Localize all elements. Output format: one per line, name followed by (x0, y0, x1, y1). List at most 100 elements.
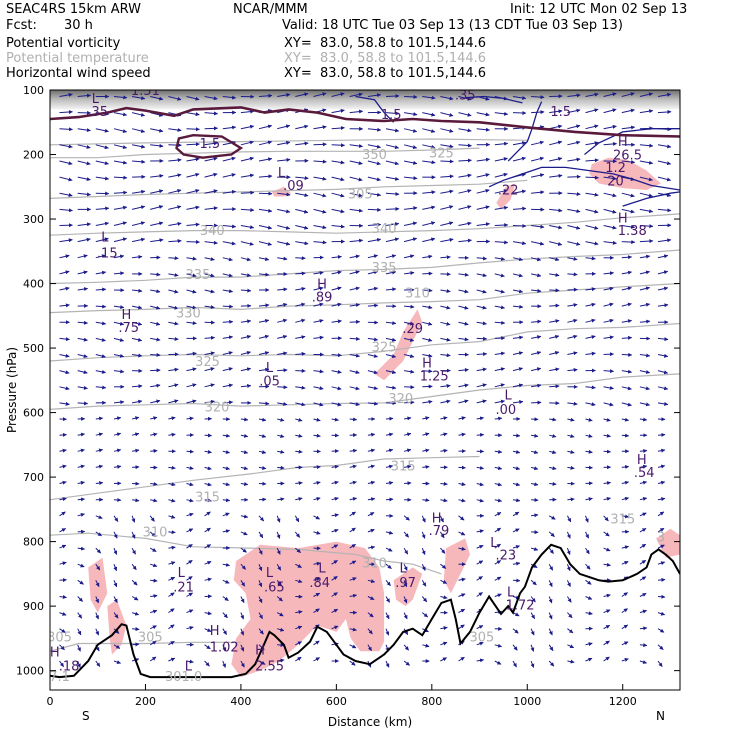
wind-vector-918 (59, 527, 66, 533)
forecast-label: Fcst: (6, 18, 37, 33)
wind-vector-578 (59, 370, 70, 375)
wind-vector-1108 (421, 612, 429, 618)
y-tick-label-500: 500 (23, 342, 44, 355)
wind-vector-191 (440, 174, 454, 179)
endpoint-right: N (656, 709, 665, 723)
wind-vector-579 (77, 370, 88, 375)
y-tick-label-300: 300 (23, 213, 44, 226)
wind-vector-1011 (512, 561, 521, 566)
wind-vector-104 (95, 144, 109, 150)
pv-region-5 (374, 309, 423, 381)
wind-vector-781 (657, 448, 666, 453)
wind-vector-199 (585, 175, 599, 180)
wind-vector-306 (59, 238, 73, 243)
theta-contour-320-3 (50, 373, 680, 410)
wind-vector-1061 (186, 592, 193, 597)
wind-vector-416 (204, 289, 215, 294)
wind-vector-72 (131, 128, 146, 133)
wind-vector-257 (404, 206, 418, 211)
wind-vector-631 (404, 385, 415, 390)
wind-vector-671 (512, 400, 524, 404)
wind-vector-192 (458, 173, 472, 178)
wind-vector-670 (494, 399, 505, 404)
wind-speed-contour-1 (488, 166, 680, 191)
wind-vector-290 (385, 222, 400, 227)
wind-vector-65 (621, 108, 635, 114)
wind-vector-1035 (331, 575, 338, 581)
wind-vector-334 (567, 241, 581, 246)
wind-vector-826 (240, 482, 249, 487)
wind-vector-831 (331, 480, 339, 485)
wind-vector-969 (367, 545, 376, 550)
wind-vector-1090 (95, 612, 99, 620)
wind-vector-634 (458, 383, 469, 388)
wind-vector-662 (349, 402, 360, 407)
wind-vector-203 (657, 176, 672, 182)
wind-vector-786 (132, 465, 140, 470)
wind-vector-810 (567, 465, 575, 470)
wind-vector-559 (331, 353, 342, 358)
wind-vector-830 (313, 480, 321, 485)
wind-vector-1093 (150, 609, 158, 614)
wind-vector-894 (240, 514, 249, 519)
wind-vector-630 (385, 385, 397, 390)
wind-vector-1031 (258, 580, 263, 588)
x-tick-label-1000: 1000 (513, 695, 541, 708)
wind-vector-392 (385, 270, 397, 275)
wind-vector-393 (404, 271, 415, 275)
theta-label-20: 7.1 (49, 670, 70, 685)
wind-vector-143 (186, 157, 200, 162)
wind-vector-312 (168, 239, 182, 244)
wind-vector-54 (422, 112, 436, 117)
wind-vector-940 (458, 531, 466, 536)
wind-vector-790 (204, 466, 212, 471)
wind-vector-1059 (150, 594, 158, 599)
wind-vector-113 (258, 140, 273, 146)
wind-vector-397 (476, 273, 487, 278)
wind-vector-422 (313, 286, 324, 291)
wind-vector-979 (548, 547, 554, 554)
wind-vector-744 (603, 433, 611, 438)
wind-vector-381 (186, 273, 197, 278)
wind-vector-504 (567, 318, 578, 323)
wind-vector-1087 (657, 594, 666, 599)
wind-vector-152 (349, 160, 363, 165)
wind-vector-515 (150, 337, 161, 342)
wind-vector-937 (403, 531, 409, 538)
wind-vector-347 (186, 256, 197, 261)
wind-vector-765 (367, 448, 376, 453)
wind-vector-808 (530, 466, 539, 471)
wind-vector-1048 (566, 580, 571, 587)
wind-vector-473 (621, 302, 632, 307)
pv-label-13: 20 (607, 174, 624, 189)
wind-vector-1222 (639, 660, 647, 664)
wind-vector-341 (77, 254, 88, 259)
pv-label-45: H (210, 624, 220, 639)
wind-vector-261 (476, 205, 490, 210)
wind-vector-150 (313, 159, 327, 164)
wind-vector-910 (531, 513, 539, 518)
wind-vector-144 (204, 156, 218, 162)
wind-vector-188 (385, 176, 400, 181)
wind-vector-1130 (204, 628, 212, 632)
wind-vector-1184 (567, 644, 575, 649)
wind-vector-80 (277, 124, 291, 130)
wind-vector-854 (132, 498, 140, 503)
field-wind-name: Horizontal wind speed (6, 66, 151, 81)
y-tick-label-700: 700 (23, 471, 44, 484)
wind-vector-21 (440, 96, 454, 101)
wind-vector-543 (657, 337, 669, 342)
wind-vector-116 (313, 142, 327, 147)
wind-vector-274 (95, 221, 109, 226)
wind-vector-1080 (530, 596, 536, 603)
wind-vector-83 (331, 125, 345, 130)
wind-vector-75 (186, 127, 200, 132)
wind-vector-107 (150, 143, 164, 148)
wind-vector-833 (367, 480, 376, 485)
wind-vector-571 (549, 351, 560, 355)
wind-vector-66 (639, 109, 654, 114)
wind-vector-491 (331, 319, 342, 324)
wind-vector-1094 (168, 608, 175, 614)
y-tick-label-100: 100 (23, 84, 44, 97)
wind-vector-1132 (240, 628, 245, 636)
